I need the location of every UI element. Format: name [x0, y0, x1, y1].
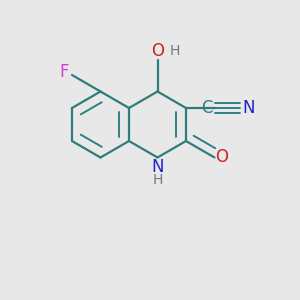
- Text: C: C: [202, 99, 213, 117]
- Text: F: F: [59, 63, 68, 81]
- Text: O: O: [215, 148, 228, 166]
- Text: H: H: [152, 172, 163, 187]
- Text: O: O: [151, 42, 164, 60]
- Text: H: H: [169, 44, 180, 58]
- Text: N: N: [242, 99, 255, 117]
- Text: N: N: [151, 158, 164, 176]
